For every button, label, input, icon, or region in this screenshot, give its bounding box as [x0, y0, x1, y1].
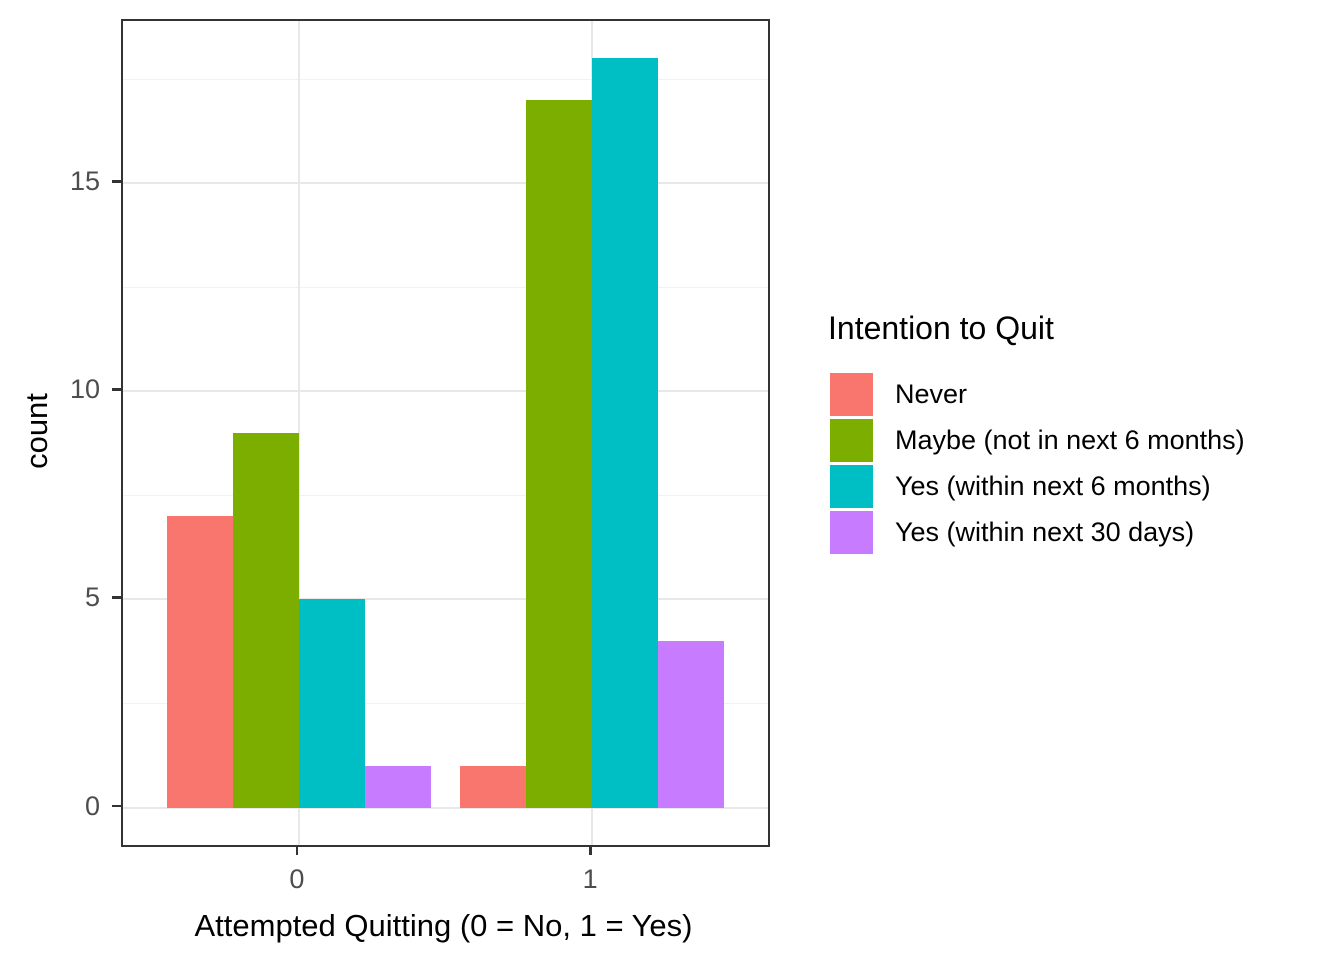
legend: Intention to Quit Never Maybe (not in nex… [828, 310, 1245, 555]
bar [298, 599, 365, 808]
y-tick-mark [112, 804, 121, 808]
bar [364, 765, 431, 808]
legend-label: Maybe (not in next 6 months) [895, 424, 1245, 455]
x-tick-mark [589, 845, 592, 855]
y-tick-label: 0 [84, 790, 100, 821]
x-tick-label: 0 [289, 863, 305, 894]
legend-key-swatch [830, 372, 873, 416]
legend-key-swatch [830, 510, 873, 554]
y-tick-mark [112, 596, 121, 599]
legend-label: Yes (within next 6 months) [895, 470, 1211, 501]
bar [232, 433, 299, 808]
gridline-major [123, 182, 768, 185]
y-tick-mark [112, 388, 121, 391]
bar [592, 58, 659, 808]
gridline-major [123, 390, 768, 393]
legend-key-swatch [830, 464, 873, 508]
bar [166, 516, 233, 808]
x-axis-title: Attempted Quitting (0 = No, 1 = Yes) [194, 908, 693, 943]
legend-items: Never Maybe (not in next 6 months) Yes (wi… [828, 371, 1245, 555]
legend-item: Yes (within next 6 months) [828, 463, 1245, 509]
legend-title: Intention to Quit [828, 310, 1054, 346]
y-tick-label: 15 [69, 166, 100, 197]
gridline-major [123, 806, 768, 809]
x-tick-label: 1 [582, 863, 598, 894]
gridline-minor [123, 494, 768, 496]
legend-item: Maybe (not in next 6 months) [828, 417, 1245, 463]
x-tick-mark [295, 845, 299, 855]
gridline-major [123, 598, 768, 601]
legend-item: Yes (within next 30 days) [828, 509, 1245, 555]
legend-label: Yes (within next 30 days) [895, 516, 1195, 547]
gridline-minor [123, 286, 768, 288]
gridline-minor [123, 78, 768, 80]
legend-key-swatch [830, 418, 873, 462]
bar [658, 641, 724, 808]
legend-label: Never [895, 378, 968, 409]
y-tick-label: 5 [84, 582, 100, 613]
plot-panel [121, 19, 770, 847]
y-tick-label: 10 [69, 374, 100, 405]
gridline-major-vertical [297, 21, 300, 845]
y-axis-title: count [19, 393, 54, 469]
bar [526, 100, 593, 808]
bar [460, 765, 527, 808]
legend-item: Never [828, 371, 1245, 417]
y-tick-mark [112, 180, 121, 183]
gridline-minor [123, 703, 768, 704]
